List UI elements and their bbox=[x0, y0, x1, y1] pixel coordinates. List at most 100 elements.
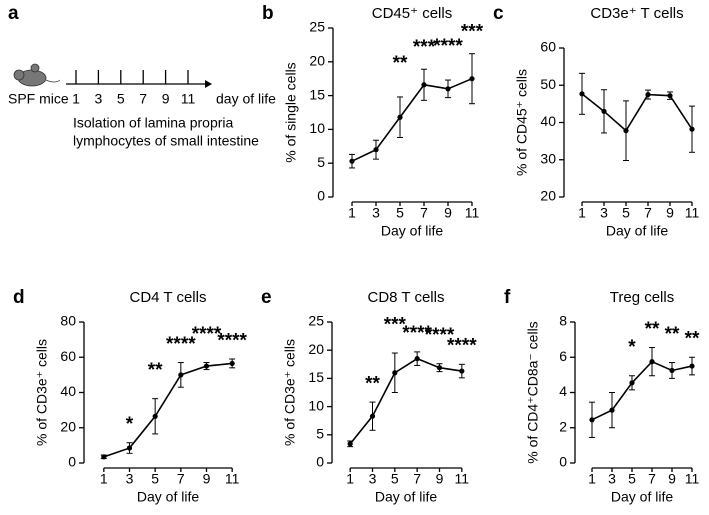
significance-label: * bbox=[628, 337, 636, 358]
y-tick-label: 60 bbox=[60, 348, 76, 364]
point bbox=[349, 158, 355, 164]
point bbox=[649, 359, 655, 365]
point bbox=[392, 370, 398, 376]
y-tick-label: 5 bbox=[316, 426, 324, 442]
chart: c CD3e⁺ T cells 20 30 40 50 60 1 3 5 7 9 11 Day of li… bbox=[493, 3, 699, 239]
x-tick-label: 9 bbox=[666, 205, 674, 221]
point bbox=[421, 82, 427, 88]
timeline-axis-label: day of life bbox=[216, 91, 276, 107]
significance-label: ** bbox=[148, 360, 163, 381]
x-tick-label: 7 bbox=[177, 471, 185, 487]
y-axis-label: % of CD3e⁺ cells bbox=[282, 339, 298, 446]
series-line bbox=[591, 360, 693, 421]
significance-label: **** bbox=[425, 325, 455, 346]
x-tick-label: 3 bbox=[369, 471, 377, 487]
y-tick-label: 15 bbox=[309, 86, 325, 102]
y-tick-label: 10 bbox=[309, 120, 325, 136]
x-tick-label: 9 bbox=[668, 471, 676, 487]
significance-label: *** bbox=[413, 37, 436, 58]
x-tick-label: 3 bbox=[372, 205, 380, 221]
point bbox=[436, 365, 443, 371]
x-tick-label: 3 bbox=[608, 471, 616, 487]
timeline-day: 7 bbox=[139, 91, 147, 107]
y-axis-label: % of CD3e⁺ cells bbox=[34, 339, 50, 446]
y-tick-label: 80 bbox=[60, 313, 76, 329]
x-axis-label: Day of life bbox=[606, 223, 668, 239]
panel-letter: a bbox=[8, 3, 19, 24]
timeline-day: 3 bbox=[95, 91, 103, 107]
x-tick-label: 11 bbox=[685, 205, 700, 221]
subject-label: SPF mice bbox=[8, 91, 69, 107]
point bbox=[689, 126, 695, 132]
y-tick-label: 50 bbox=[540, 76, 556, 92]
x-tick-label: 7 bbox=[413, 471, 421, 487]
y-tick-label: 20 bbox=[308, 341, 324, 357]
panel-letter: b bbox=[262, 3, 274, 24]
y-tick-label: 5 bbox=[317, 154, 325, 170]
x-axis-label: Day of life bbox=[375, 489, 437, 505]
x-tick-label: 11 bbox=[455, 471, 470, 487]
x-tick-label: 11 bbox=[465, 205, 480, 221]
significance-label: ** bbox=[685, 328, 700, 349]
x-tick-label: 1 bbox=[346, 471, 354, 487]
x-axis-label: Day of life bbox=[381, 223, 443, 239]
significance-label: ** bbox=[365, 373, 380, 394]
panel-letter: c bbox=[493, 3, 504, 24]
point bbox=[469, 76, 475, 82]
point bbox=[589, 417, 595, 423]
significance-label: **** bbox=[217, 330, 247, 351]
x-tick-label: 1 bbox=[578, 205, 586, 221]
point bbox=[667, 93, 673, 99]
panel-letter: d bbox=[13, 287, 25, 308]
significance-label: ** bbox=[393, 53, 408, 74]
point bbox=[645, 91, 651, 98]
chart-title: CD8 T cells bbox=[368, 289, 445, 306]
y-tick-label: 0 bbox=[316, 454, 324, 470]
x-tick-label: 5 bbox=[628, 471, 636, 487]
point bbox=[203, 363, 210, 369]
chart-title: CD4 T cells bbox=[130, 289, 207, 306]
y-tick-label: 8 bbox=[559, 313, 567, 329]
point bbox=[629, 380, 635, 386]
y-tick-label: 15 bbox=[308, 369, 324, 385]
y-tick-label: 6 bbox=[559, 348, 567, 364]
x-tick-label: 1 bbox=[100, 471, 108, 487]
significance-label: *** bbox=[461, 21, 484, 42]
chart: f Treg cells 0 2 4 6 8 1 3 5 7 9 11 Day of life % of C… bbox=[504, 287, 700, 505]
significance-label: **** bbox=[166, 334, 196, 355]
y-tick-label: 60 bbox=[540, 39, 556, 55]
x-tick-label: 11 bbox=[685, 471, 700, 487]
x-tick-label: 1 bbox=[348, 205, 356, 221]
timeline-day: 5 bbox=[117, 91, 125, 107]
x-tick-label: 3 bbox=[126, 471, 134, 487]
y-axis-label: % of CD45⁺ cells bbox=[514, 69, 530, 176]
point bbox=[623, 128, 629, 134]
point bbox=[369, 413, 376, 419]
x-tick-label: 11 bbox=[225, 471, 240, 487]
x-tick-label: 5 bbox=[622, 205, 630, 221]
y-tick-label: 0 bbox=[68, 454, 76, 470]
timeline-day: 1 bbox=[72, 91, 80, 107]
point bbox=[373, 147, 379, 153]
significance-label: ** bbox=[645, 319, 660, 340]
x-axis-label: Day of life bbox=[611, 489, 673, 505]
series-line bbox=[351, 77, 473, 162]
y-tick-label: 25 bbox=[308, 313, 324, 329]
y-tick-label: 25 bbox=[309, 19, 325, 35]
x-tick-label: 9 bbox=[203, 471, 211, 487]
y-tick-label: 20 bbox=[540, 188, 556, 204]
series-line bbox=[581, 93, 693, 132]
panel-letter: e bbox=[261, 287, 272, 308]
point bbox=[126, 445, 133, 451]
x-tick-label: 9 bbox=[436, 471, 444, 487]
panel-a: a SPF mice day of life Isolation of lami… bbox=[8, 3, 276, 149]
significance-label: **** bbox=[402, 323, 432, 344]
point bbox=[601, 108, 607, 114]
point bbox=[178, 372, 184, 378]
point bbox=[669, 367, 675, 374]
y-axis-label: % of single cells bbox=[283, 62, 299, 162]
x-tick-label: 7 bbox=[648, 471, 656, 487]
point bbox=[445, 86, 451, 92]
